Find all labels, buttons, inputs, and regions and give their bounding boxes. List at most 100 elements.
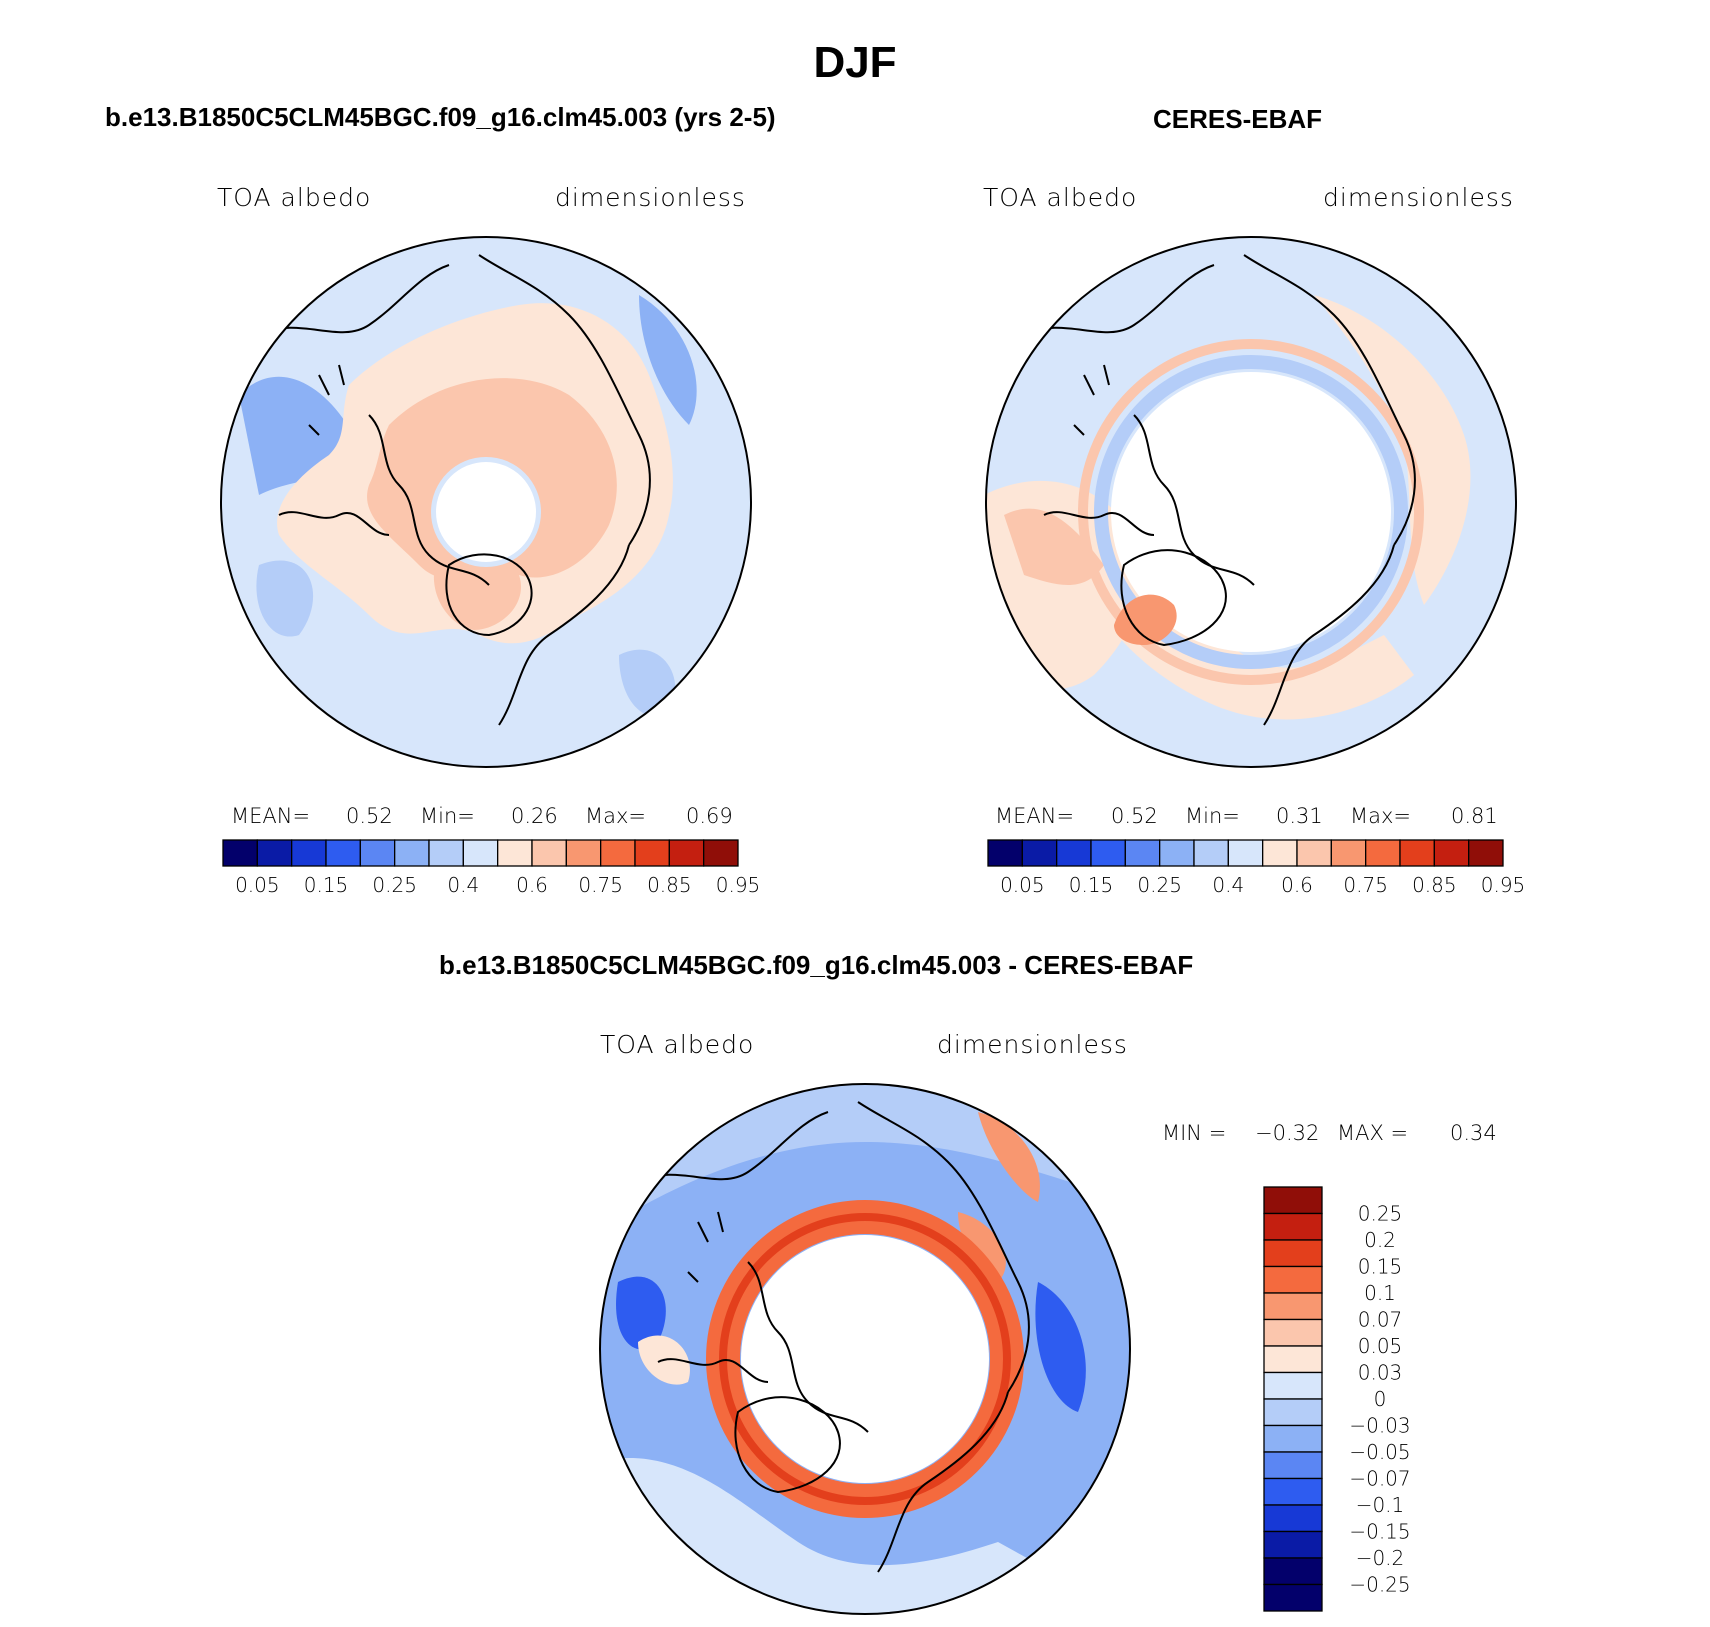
diff-colorbar-box-0 [1263,1186,1323,1215]
panel2-blue-ring [1094,355,1408,669]
panel3-red-patch-e [958,1212,1006,1282]
colorbar-box-2 [291,839,327,867]
diff-colorbar-box-8 [1263,1398,1323,1427]
colorbar-tick-label: 0.6 [516,873,548,897]
diff-colorbar-box-6 [1263,1345,1323,1374]
colorbar-box-13 [1433,839,1470,867]
panel2-min-value: 0.31 [1276,804,1323,828]
panel1-left-label: TOA albedo [217,183,372,212]
colorbar-tick-label: 0.95 [1481,873,1526,897]
panel1-colorbar: 0.05 0.15 0.25 0.4 0.6 0.75 0.85 0.95 [222,839,760,897]
colorbar-box-10 [1330,839,1367,867]
panel3-max-value: 0.34 [1450,1121,1497,1145]
panel3-min-label: MIN = [1162,1121,1227,1145]
colorbar-box-4 [359,839,396,867]
panel2-mean-value: 0.52 [1111,804,1158,828]
panel1-map-border [220,236,752,768]
colorbar-box-7 [462,839,499,867]
panel3-dark-patch-2 [1035,1282,1086,1412]
colorbar-tick-label: 0.05 [235,873,280,897]
diff-colorbar-box-14 [1263,1557,1323,1586]
diff-colorbar-tick-label: −0.07 [1349,1467,1410,1491]
colorbar-box-10 [565,839,602,867]
diff-colorbar-tick-label: 0.25 [1358,1202,1403,1226]
panel3-red-patch-ne [978,1112,1040,1202]
colorbar-box-6 [1193,839,1229,867]
panel2-tan-east [1314,295,1471,605]
diff-colorbar-tick-label: −0.03 [1349,1414,1410,1438]
colorbar-tick-label: 0.4 [447,873,479,897]
colorbar-box-8 [1262,839,1298,867]
panel1-blue-patch-3 [639,295,697,425]
panel3-red-ring-core [719,1213,1011,1505]
colorbar-box-12 [634,839,670,867]
panel1-polar-hole [436,462,536,562]
panel2-greenland-tip [1114,594,1177,645]
panel2-right-label: dimensionless [1323,183,1514,212]
colorbar-box-7 [1227,839,1264,867]
panel2-map [985,236,1517,768]
colorbar-box-4 [1124,839,1161,867]
panel2-polar-hole [1111,372,1391,652]
diff-colorbar-box-4 [1263,1292,1323,1321]
panel3-max-label: MAX = [1337,1121,1409,1145]
diff-colorbar-tick-label: 0.07 [1358,1308,1403,1332]
colorbar-box-11 [600,839,636,867]
diff-colorbar-tick-label: 0 [1374,1387,1387,1411]
colorbar-box-5 [394,839,430,867]
panel1-mean-label: MEAN= [231,804,311,828]
colorbar-box-1 [1021,839,1058,867]
colorbar-box-8 [497,839,533,867]
colorbar-tick-label: 0.95 [716,873,761,897]
panel3-map [599,1083,1131,1615]
panel2-left-label: TOA albedo [983,183,1138,212]
panel2-min-label: Min= [1185,804,1240,828]
panel2-max-label: Max= [1350,804,1412,828]
diff-colorbar-tick-label: 0.2 [1364,1228,1396,1252]
diff-colorbar-tick-label: −0.25 [1349,1573,1410,1597]
colorbar-tick-label: 0.05 [1000,873,1045,897]
panel2-colorbar: 0.05 0.15 0.25 0.4 0.6 0.75 0.85 0.95 [987,839,1525,897]
panel1-min-label: Min= [420,804,475,828]
panel2-max-value: 0.81 [1451,804,1498,828]
colorbar-tick-label: 0.15 [1069,873,1114,897]
panel1-title: b.e13.B1850C5CLM45BGC.f09_g16.clm45.003 … [105,102,776,132]
diff-colorbar-box-10 [1263,1451,1323,1480]
colorbar-box-3 [325,839,361,867]
diff-colorbar-tick-label: 0.1 [1364,1281,1396,1305]
panel1-max-label: Max= [585,804,647,828]
panel2-title: CERES-EBAF [1153,104,1323,134]
diff-colorbar-tick-label: −0.2 [1356,1546,1405,1570]
colorbar-box-3 [1090,839,1126,867]
panel2-mean-label: MEAN= [995,804,1075,828]
diff-colorbar-box-11 [1263,1477,1323,1506]
page-title: DJF [813,38,897,87]
panel3-right-label: dimensionless [937,1030,1128,1059]
panel1-coastlines [258,254,651,726]
colorbar-box-9 [531,839,567,867]
colorbar-tick-label: 0.85 [647,873,692,897]
diff-colorbar-tick-label: 0.15 [1358,1255,1403,1279]
colorbar-box-6 [428,839,464,867]
panel3-polar-hole [741,1235,989,1483]
panel1-min-value: 0.26 [511,804,558,828]
colorbar-box-13 [668,839,705,867]
diff-colorbar-tick-label: −0.1 [1356,1493,1405,1517]
panel3-title: b.e13.B1850C5CLM45BGC.f09_g16.clm45.003 … [439,950,1194,980]
panel3-colorbar: 0.250.2 0.150.1 0.070.05 0.030 −0.03−0.05 −0.… [1263,1186,1411,1612]
colorbar-tick-label: 0.85 [1412,873,1457,897]
panel1-max-value: 0.69 [686,804,733,828]
diff-colorbar-box-1 [1263,1212,1323,1241]
diff-colorbar-box-7 [1263,1371,1323,1400]
diff-colorbar-tick-label: 0.05 [1358,1334,1403,1358]
colorbar-box-5 [1159,839,1195,867]
panel1-right-label: dimensionless [555,183,746,212]
colorbar-box-1 [256,839,293,867]
colorbar-box-0 [222,839,258,867]
diff-colorbar-box-9 [1263,1424,1323,1453]
diff-colorbar-box-13 [1263,1530,1323,1559]
diff-colorbar-box-12 [1263,1504,1323,1533]
panel3-left-label: TOA albedo [600,1030,755,1059]
diff-colorbar-box-2 [1263,1239,1323,1268]
panel2-tan-south [1064,535,1414,720]
